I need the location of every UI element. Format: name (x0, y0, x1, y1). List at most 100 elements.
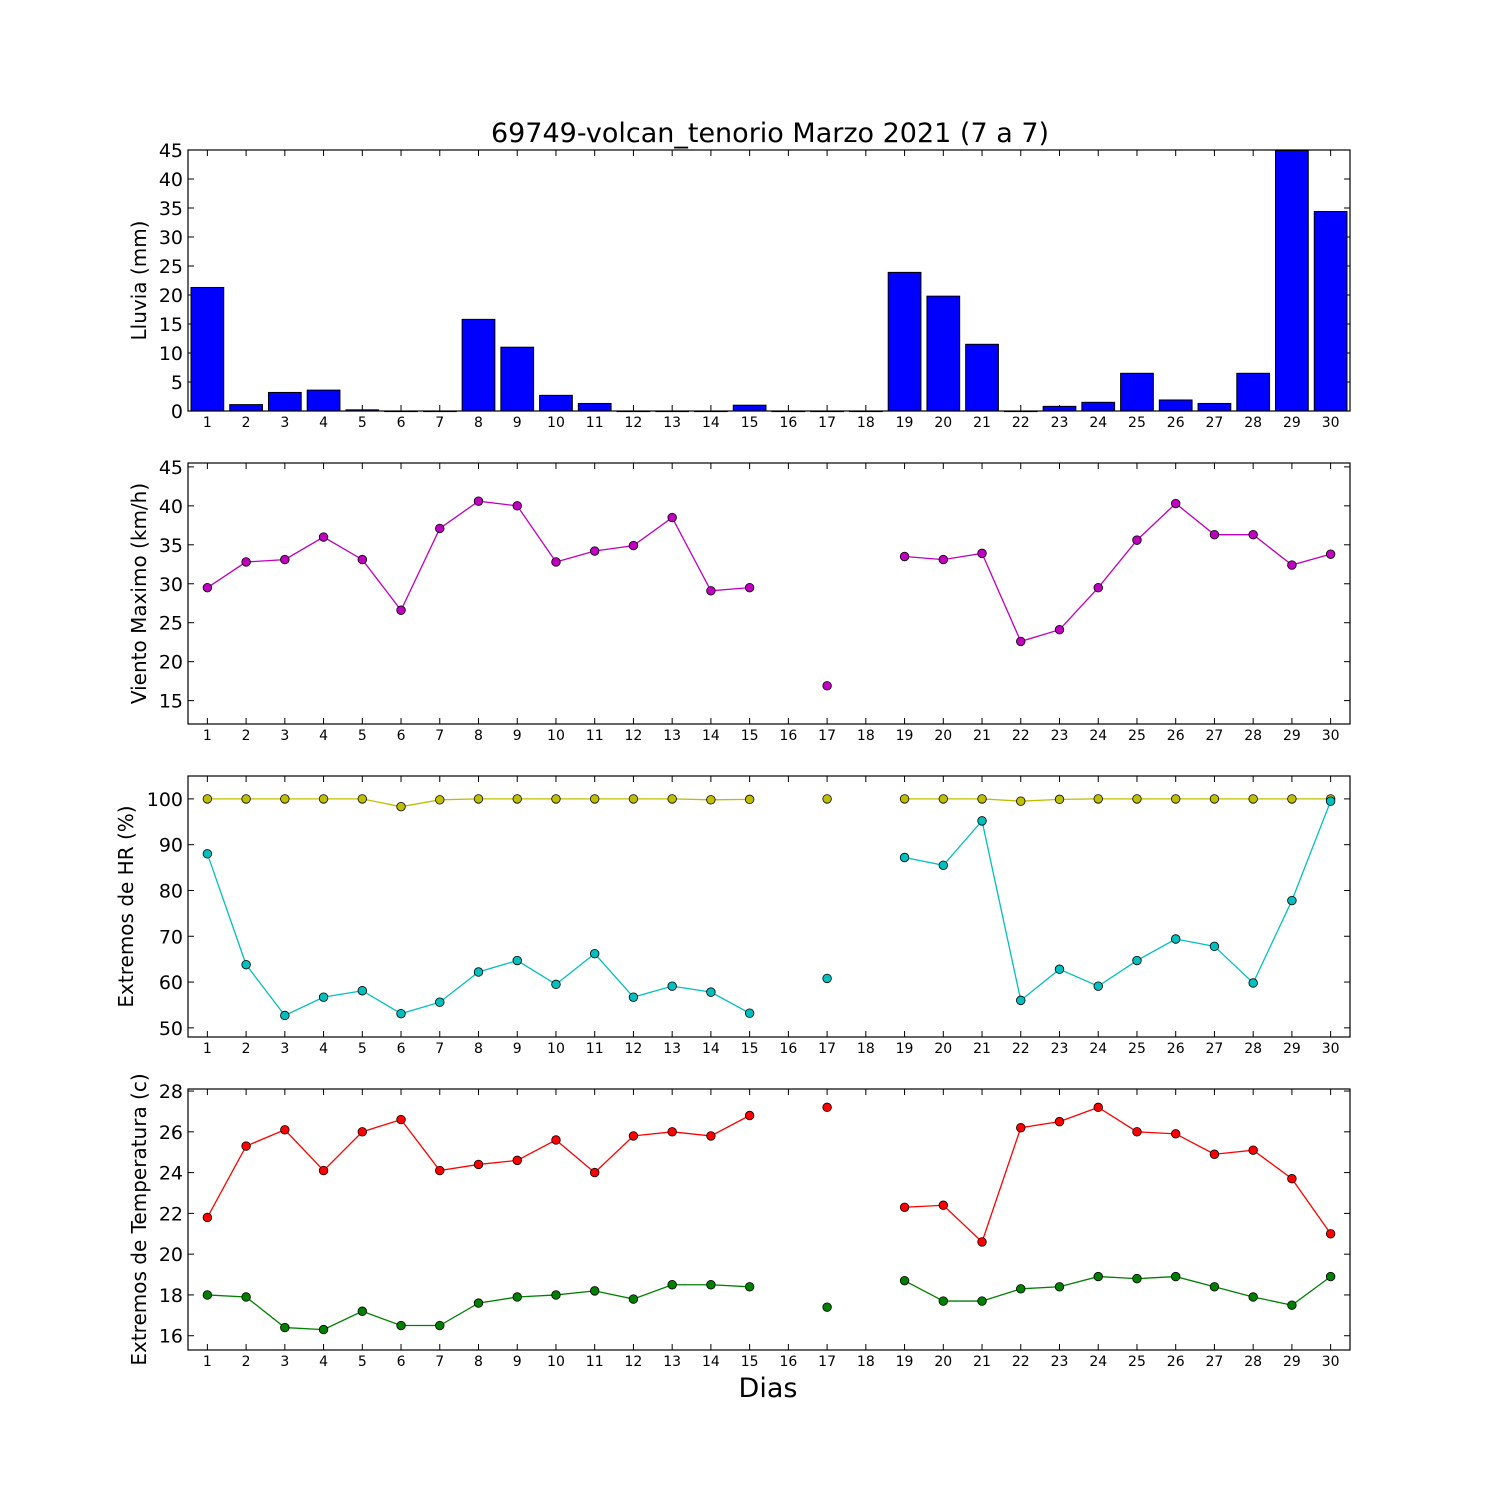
bar (1158, 399, 1193, 412)
x-tick-label: 15 (741, 1354, 759, 1370)
x-tick-label: 12 (625, 1354, 643, 1370)
bar (1197, 402, 1232, 412)
data-point (280, 1322, 290, 1333)
data-point (628, 540, 639, 551)
x-tick-label: 30 (1322, 1041, 1340, 1057)
y-axis-label: Extremos de Temperatura (c) (127, 1073, 151, 1365)
data-point (1132, 794, 1142, 804)
x-tick-label: 10 (547, 1354, 565, 1370)
data-point (1209, 1149, 1220, 1159)
data-point (667, 981, 677, 991)
x-tick-label: 1 (203, 1041, 212, 1057)
x-tick-label: 18 (857, 1041, 875, 1057)
data-point (1093, 582, 1103, 593)
x-tick-label: 28 (1244, 728, 1262, 744)
bar (461, 318, 496, 412)
x-tick-label: 7 (435, 415, 444, 431)
data-point (977, 794, 987, 804)
x-tick-label: 22 (1012, 415, 1030, 431)
plot-frame (187, 1088, 1351, 1351)
data-point (628, 1131, 639, 1141)
x-tick-label: 23 (1051, 728, 1069, 744)
data-point (590, 794, 600, 804)
data-point (357, 986, 368, 996)
y-tick-label: 25 (159, 613, 183, 635)
data-point (473, 967, 484, 977)
x-tick-label: 19 (896, 415, 914, 431)
data-point (435, 1165, 445, 1176)
data-point (551, 979, 561, 990)
x-tick-label: 14 (702, 415, 720, 431)
data-point (435, 795, 445, 805)
data-point (590, 1167, 600, 1178)
plot-frame (187, 775, 1351, 1038)
x-tick-label: 11 (586, 415, 604, 431)
x-tick-label: 13 (663, 1041, 681, 1057)
x-tick-label: 4 (319, 415, 328, 431)
data-point (899, 1202, 910, 1212)
x-tick-label: 27 (1206, 728, 1224, 744)
bar (732, 404, 767, 412)
x-tick-label: 18 (857, 1354, 875, 1370)
y-tick-label: 30 (159, 227, 183, 249)
x-tick-label: 9 (513, 1041, 522, 1057)
data-point (590, 948, 600, 959)
data-point (667, 512, 677, 523)
x-tick-label: 14 (702, 728, 720, 744)
data-point (1132, 535, 1142, 545)
x-tick-label: 16 (779, 415, 797, 431)
x-tick-label: 5 (358, 415, 367, 431)
x-tick-label: 7 (435, 1354, 444, 1370)
x-tick-label: 18 (857, 415, 875, 431)
x-tick-label: 1 (203, 415, 212, 431)
data-point (977, 548, 987, 559)
data-point (435, 523, 445, 534)
x-tick-label: 5 (358, 1041, 367, 1057)
x-tick-label: 14 (702, 1354, 720, 1370)
data-point (1287, 794, 1297, 804)
x-tick-label: 11 (586, 728, 604, 744)
data-point (435, 997, 445, 1007)
data-point (1132, 1273, 1142, 1284)
data-point (1054, 964, 1065, 974)
data-point (1248, 1292, 1258, 1302)
series-line (206, 800, 1332, 1017)
x-tick-label: 19 (896, 728, 914, 744)
x-tick-label: 28 (1244, 1354, 1262, 1370)
x-tick-label: 17 (818, 728, 836, 744)
data-point (744, 1110, 755, 1121)
x-tick-label: 13 (663, 728, 681, 744)
bar (267, 391, 302, 412)
data-point (1016, 1284, 1026, 1294)
x-tick-label: 11 (586, 1354, 604, 1370)
x-tick-label: 2 (242, 1354, 251, 1370)
x-tick-label: 3 (280, 415, 289, 431)
data-point (1287, 1174, 1297, 1184)
bar (1042, 405, 1077, 412)
data-point (1093, 981, 1103, 991)
data-point (357, 794, 368, 804)
data-point (1287, 1300, 1297, 1310)
data-point (1287, 895, 1297, 906)
data-point (667, 1280, 677, 1290)
data-point (667, 794, 677, 804)
y-tick-label: 45 (159, 457, 183, 479)
x-tick-label: 10 (547, 728, 565, 744)
y-tick-label: 20 (159, 285, 183, 307)
data-point (938, 554, 949, 565)
x-tick-label: 15 (741, 1041, 759, 1057)
x-tick-label: 26 (1167, 1041, 1185, 1057)
x-tick-label: 5 (358, 1354, 367, 1370)
y-tick-label: 40 (159, 169, 183, 191)
x-tick-label: 7 (435, 1041, 444, 1057)
x-tick-label: 22 (1012, 1041, 1030, 1057)
data-point (1209, 794, 1220, 804)
x-tick-label: 4 (319, 728, 328, 744)
y-tick-label: 45 (159, 140, 183, 162)
y-tick-label: 15 (159, 314, 183, 336)
x-tick-label: 25 (1128, 728, 1146, 744)
data-point (357, 1127, 368, 1137)
x-tick-label: 20 (934, 1041, 952, 1057)
x-tick-label: 17 (818, 1354, 836, 1370)
